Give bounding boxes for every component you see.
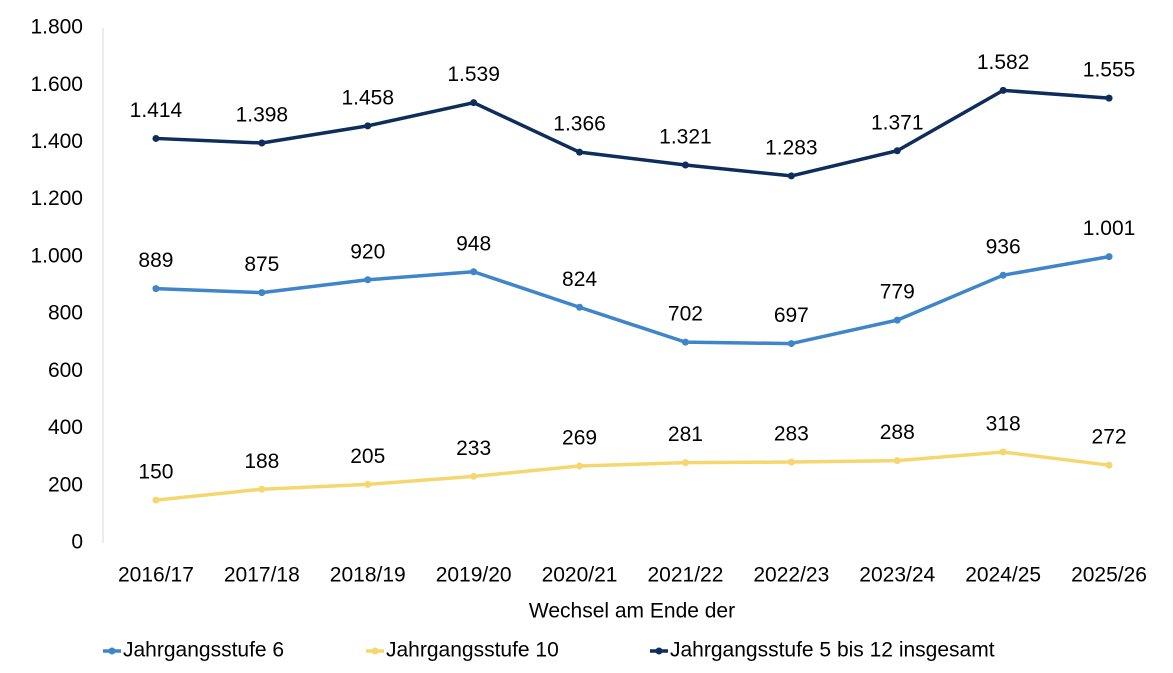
data-label: 824 <box>562 268 597 291</box>
series-line <box>155 450 1110 502</box>
legend-label: Jahrgangsstufe 5 bis 12 insgesamt <box>670 639 995 662</box>
data-label: 889 <box>138 249 173 272</box>
y-tick-label: 1.600 <box>30 73 83 96</box>
legend-marker <box>655 647 663 655</box>
data-label: 283 <box>774 423 809 446</box>
data-label: 875 <box>244 253 279 276</box>
point <box>258 139 266 147</box>
point <box>787 172 795 180</box>
x-tick-label: 2018/19 <box>330 564 406 587</box>
point <box>893 147 901 155</box>
legend-label: Jahrgangsstufe 10 <box>386 639 559 662</box>
data-label: 1.321 <box>659 126 712 149</box>
data-label: 272 <box>1092 426 1127 449</box>
y-tick-label: 0 <box>71 531 83 554</box>
data-label: 150 <box>138 461 173 484</box>
data-label: 318 <box>986 413 1021 436</box>
y-tick-label: 1.200 <box>30 187 83 210</box>
data-label: 1.371 <box>871 111 924 134</box>
data-label: 233 <box>456 437 491 460</box>
point <box>258 289 266 297</box>
point <box>470 99 478 107</box>
legend-marker <box>371 647 379 655</box>
data-label: 1.582 <box>977 51 1030 74</box>
y-tick-label: 800 <box>48 302 83 325</box>
data-label: 1.398 <box>236 104 289 127</box>
data-label: 1.001 <box>1083 217 1136 240</box>
y-tick-label: 1.800 <box>30 16 83 39</box>
point <box>893 457 901 465</box>
data-label: 1.458 <box>341 86 394 109</box>
x-tick-label: 2025/26 <box>1071 564 1147 587</box>
point <box>681 459 689 467</box>
data-label: 281 <box>668 423 703 446</box>
y-tick-label: 1.400 <box>30 130 83 153</box>
data-label: 779 <box>880 281 915 304</box>
data-label: 269 <box>562 427 597 450</box>
point <box>1105 253 1113 261</box>
data-label: 920 <box>350 240 385 263</box>
point <box>681 338 689 346</box>
series-line <box>155 254 1110 346</box>
x-tick-label: 2024/25 <box>965 564 1041 587</box>
data-label: 288 <box>880 421 915 444</box>
point <box>787 340 795 348</box>
legend-marker <box>108 647 116 655</box>
point <box>152 285 160 293</box>
point <box>999 86 1007 94</box>
legend-label: Jahrgangsstufe 6 <box>123 639 284 662</box>
point <box>999 448 1007 456</box>
x-tick-label: 2017/18 <box>224 564 300 587</box>
x-tick-label: 2016/17 <box>118 564 194 587</box>
data-label: 205 <box>350 445 385 468</box>
x-tick-label: 2019/20 <box>436 564 512 587</box>
point <box>1105 461 1113 469</box>
x-tick-label: 2020/21 <box>542 564 618 587</box>
point <box>258 485 266 493</box>
data-label: 948 <box>456 232 491 255</box>
y-tick-label: 200 <box>48 473 83 496</box>
data-label: 1.539 <box>447 63 500 86</box>
point <box>576 148 584 156</box>
point <box>152 134 160 142</box>
data-label: 1.366 <box>553 113 606 136</box>
data-label: 1.555 <box>1083 59 1136 82</box>
series-line <box>155 88 1110 178</box>
point <box>1105 94 1113 102</box>
point <box>364 480 372 488</box>
point <box>364 122 372 130</box>
point <box>681 161 689 169</box>
point <box>576 303 584 311</box>
x-tick-label: 2023/24 <box>859 564 935 587</box>
point <box>364 276 372 284</box>
x-axis-title: Wechsel am Ende der <box>529 600 735 623</box>
x-tick-label: 2021/22 <box>647 564 723 587</box>
data-label: 702 <box>668 303 703 326</box>
y-tick-label: 600 <box>48 359 83 382</box>
point <box>470 268 478 276</box>
point <box>787 458 795 466</box>
y-tick-label: 1.000 <box>30 244 83 267</box>
data-label: 1.414 <box>130 99 183 122</box>
y-tick-label: 400 <box>48 416 83 439</box>
x-tick-label: 2022/23 <box>753 564 829 587</box>
point <box>893 316 901 324</box>
point <box>470 472 478 480</box>
data-label: 1.283 <box>765 136 818 159</box>
point <box>152 496 160 504</box>
point <box>576 462 584 470</box>
point <box>999 271 1007 279</box>
data-label: 188 <box>244 450 279 473</box>
data-label: 697 <box>774 304 809 327</box>
data-label: 936 <box>986 236 1021 259</box>
